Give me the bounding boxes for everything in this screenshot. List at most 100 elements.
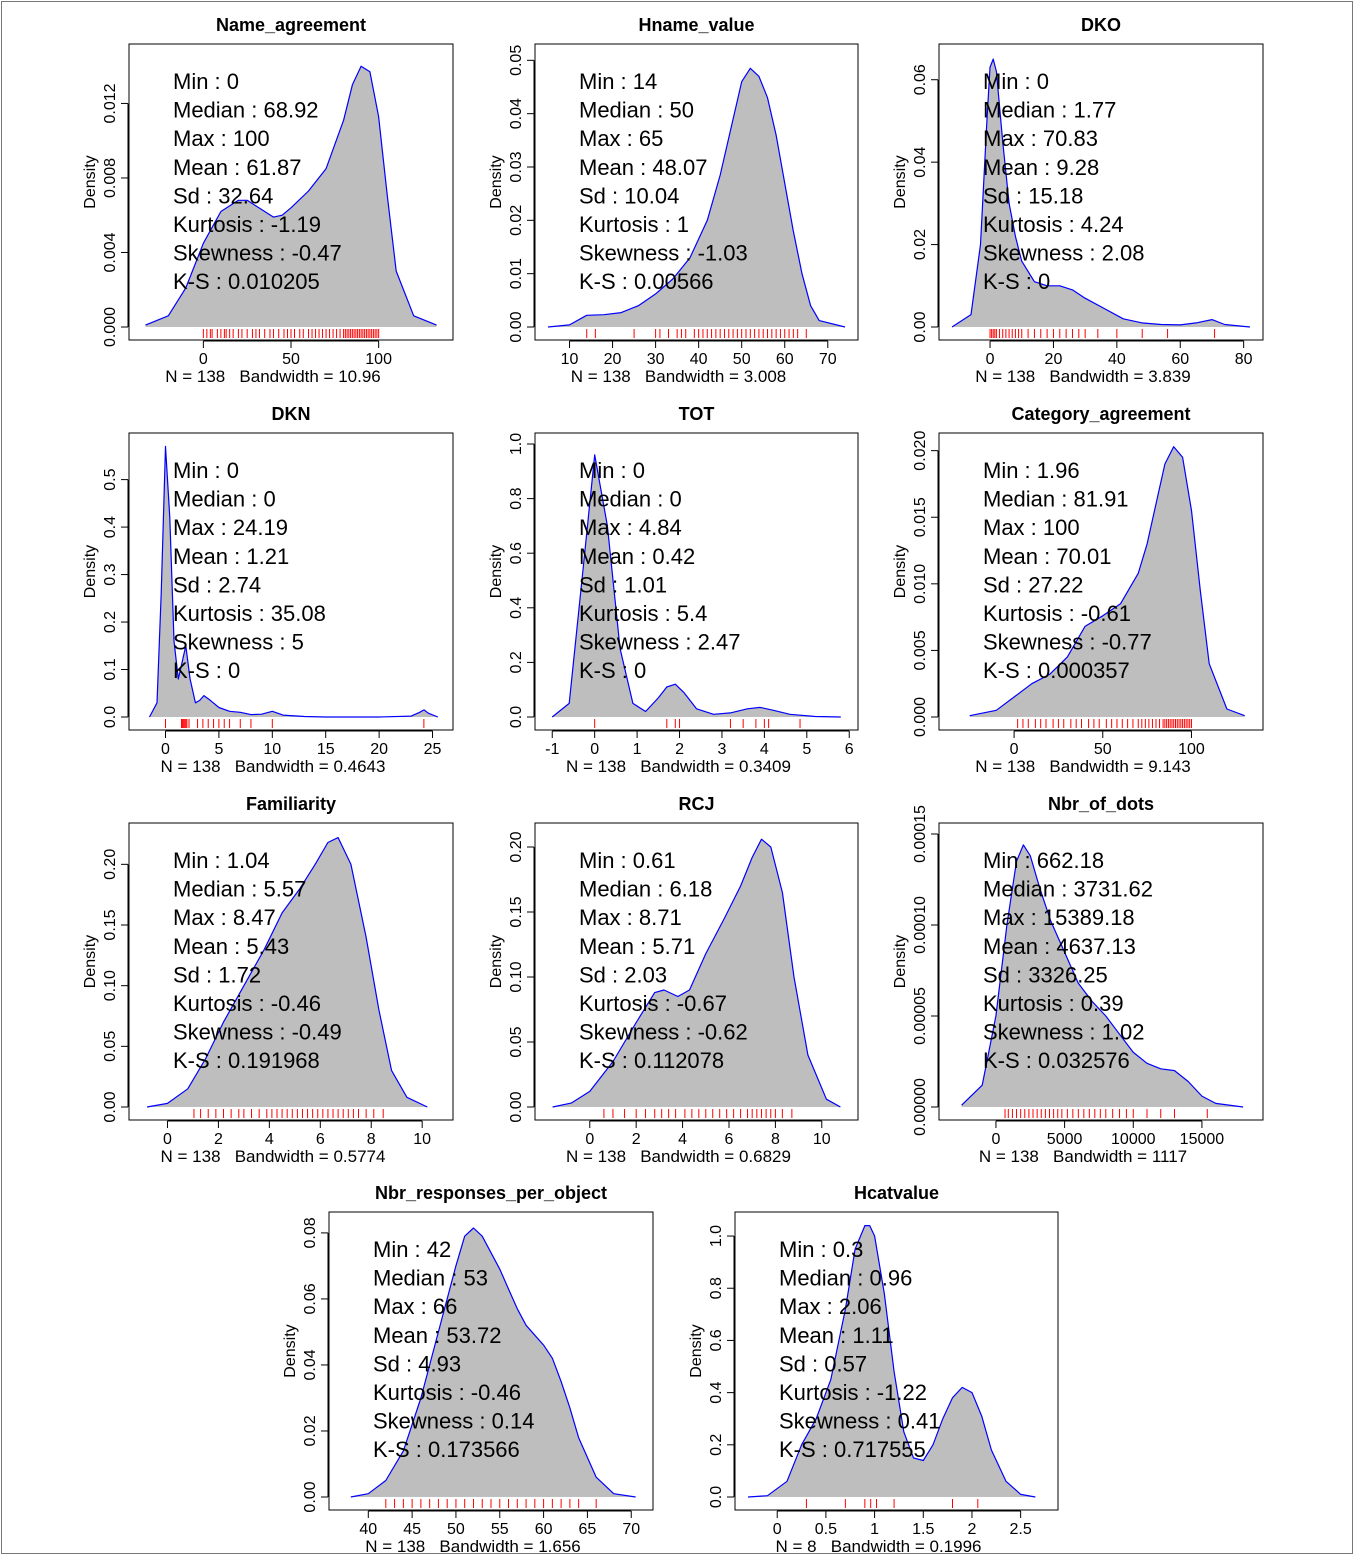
stat-line-kurtosis: Kurtosis : 5.4 [579,601,707,626]
plot-box [534,43,859,341]
stat-line-ks: K-S : 0 [983,269,1050,294]
stat-line-ks: K-S : 0.173566 [373,1437,520,1462]
x-tick-label: 10000 [1111,1131,1156,1148]
y-tick-label: 0.020 [912,431,929,471]
stat-line-mean: Mean : 70.01 [983,544,1111,569]
x-tick-label: 4 [678,1131,687,1148]
stat-line-min: Min : 42 [373,1237,451,1262]
density-curve [551,454,841,718]
density-area [952,59,1250,327]
y-tick-label: 0.00010 [912,896,929,954]
y-tick-label: 0.00 [508,311,525,342]
panel-title: Nbr_of_dots [1048,794,1154,814]
stat-line-max: Max : 65 [579,126,663,151]
x-tick-label: 8 [367,1131,376,1148]
stat-line-sd: Sd : 15.18 [983,183,1083,208]
stat-line-sd: Sd : 1.72 [173,962,261,987]
y-tick-label: 0.004 [102,232,119,272]
x-tick-label: 50 [282,351,300,368]
y-tick-label: 0.00 [102,1091,119,1122]
x-tick-label: 10 [413,1131,431,1148]
density-area [548,68,845,328]
x-tick-label: 50 [447,1521,465,1538]
x-tick-label: 60 [776,351,794,368]
density-area [748,1225,1036,1497]
density-area [552,839,841,1107]
y-tick-label: 0.015 [912,497,929,537]
density-area [147,837,428,1107]
stat-line-min: Min : 0 [173,69,239,94]
stat-line-skewness: Skewness : -0.47 [173,241,342,266]
y-tick-label: 0.06 [302,1283,319,1314]
x-tick-label: 25 [424,741,442,758]
stat-line-median: Median : 6.18 [579,877,712,902]
stat-line-median: Median : 5.57 [173,877,306,902]
panel-title: TOT [679,404,715,424]
stat-line-sd: Sd : 0.57 [779,1351,867,1376]
stat-line-min: Min : 0 [173,458,239,483]
density-curve [145,65,437,326]
y-tick-label: 0.05 [508,1026,525,1057]
panel-title: Hname_value [638,15,754,35]
density-curve [146,837,428,1108]
y-tick-label: 0.05 [102,1031,119,1062]
x-tick-label: 0 [161,741,170,758]
stat-line-max: Max : 100 [983,515,1080,540]
stat-line-max: Max : 100 [173,126,270,151]
stat-line-mean: Mean : 9.28 [983,155,1099,180]
y-tick-label: 0.02 [912,229,929,260]
density-curve [148,445,439,718]
stat-line-median: Median : 81.91 [983,487,1129,512]
y-tick-label: 0.02 [508,205,525,236]
bandwidth-footer: N = 138 Bandwidth = 0.4643 [161,757,386,776]
stat-line-kurtosis: Kurtosis : 35.08 [173,601,326,626]
x-tick-label: 40 [690,351,708,368]
y-tick-label: 0.01 [508,258,525,289]
stat-line-kurtosis: Kurtosis : 4.24 [983,212,1124,237]
stat-line-min: Min : 1.96 [983,458,1080,483]
stat-line-sd: Sd : 4.93 [373,1351,461,1376]
stat-line-ks: K-S : 0.112078 [579,1048,724,1073]
y-tick-label: 0.03 [508,151,525,182]
density-curve [951,58,1251,328]
bandwidth-footer: N = 138 Bandwidth = 0.5774 [161,1147,386,1166]
stat-line-median: Median : 0 [579,487,682,512]
y-axis-title: Density [82,935,99,988]
bandwidth-footer: N = 138 Bandwidth = 1.656 [365,1537,581,1556]
y-tick-label: 0.20 [508,831,525,862]
stat-line-kurtosis: Kurtosis : -0.46 [373,1380,521,1405]
plot-box [128,822,454,1121]
y-tick-label: 0.0 [508,706,525,728]
bandwidth-footer: N = 138 Bandwidth = 0.6829 [566,1147,791,1166]
x-tick-label: 5 [214,741,223,758]
stat-line-max: Max : 4.84 [579,515,682,540]
y-axis-title: Density [82,545,99,598]
stat-line-skewness: Skewness : 2.47 [579,630,740,655]
y-tick-label: 0.2 [708,1434,725,1456]
density-curve [969,446,1245,717]
density-area [149,446,438,717]
stat-line-ks: K-S : 0.010205 [173,269,320,294]
panel-title: DKN [272,404,311,424]
stat-line-mean: Mean : 53.72 [373,1323,501,1348]
y-tick-label: 0.04 [302,1349,319,1380]
y-tick-label: 0.6 [508,542,525,564]
y-tick-label: 0.6 [708,1329,725,1351]
bandwidth-footer: N = 138 Bandwidth = 3.008 [571,367,787,386]
panel-title: DKO [1081,15,1121,35]
y-axis-title: Density [892,545,909,598]
x-tick-label: 50 [733,351,751,368]
stat-line-mean: Mean : 61.87 [173,155,301,180]
x-tick-label: 1 [633,741,642,758]
stat-line-mean: Mean : 5.71 [579,934,695,959]
stat-line-mean: Mean : 48.07 [579,155,707,180]
stat-line-median: Median : 53 [373,1266,488,1291]
density-curve [961,844,1244,1108]
x-tick-label: 2 [675,741,684,758]
y-tick-label: 0.15 [508,896,525,927]
x-tick-label: 1 [870,1521,879,1538]
x-tick-label: 15000 [1180,1131,1225,1148]
stat-line-ks: K-S : 0.00566 [579,269,714,294]
stat-line-skewness: Skewness : 1.02 [983,1020,1144,1045]
x-tick-label: 0 [986,351,995,368]
